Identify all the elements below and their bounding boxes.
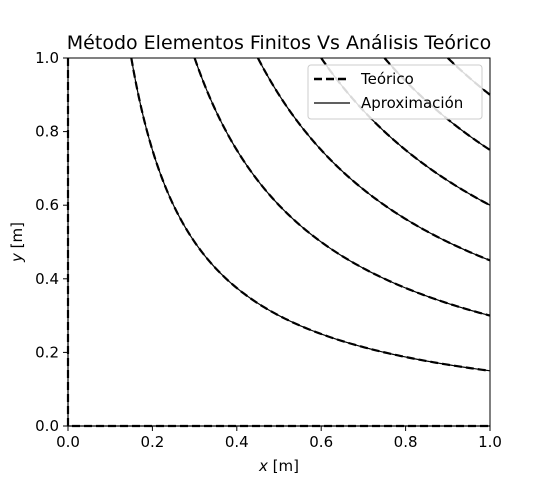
x-tick-label: 0.8 — [394, 433, 418, 451]
plot-frame — [67, 57, 491, 427]
y-tick-label: 1.0 — [35, 49, 59, 67]
legend-box — [307, 64, 483, 120]
x-axis-label: x [m] — [258, 457, 299, 475]
y-tick-label: 0.8 — [35, 123, 59, 141]
theoretical-curve — [256, 57, 491, 262]
x-tick-label: 0.4 — [225, 433, 249, 451]
legend-label-aproximacion: Aproximación — [361, 94, 463, 112]
y-tick-label: 0.6 — [35, 196, 59, 214]
y-axis-label: y [m] — [8, 222, 26, 263]
legend-label-teorico: Teórico — [360, 70, 414, 88]
x-axis-unit: [m] — [268, 457, 299, 475]
legend: Teórico Aproximación — [307, 64, 483, 120]
x-tick-label: 1.0 — [478, 433, 502, 451]
chart-title: Método Elementos Finitos Vs Análisis Teó… — [67, 32, 491, 54]
x-axis-ticks: 0.0 0.2 0.4 0.6 0.8 1.0 — [56, 426, 502, 451]
y-tick-label: 0.0 — [35, 417, 59, 435]
x-tick-label: 0.0 — [56, 433, 80, 451]
y-axis-unit: [m] — [8, 222, 26, 253]
x-tick-label: 0.2 — [140, 433, 164, 451]
y-tick-label: 0.4 — [35, 270, 59, 288]
x-tick-label: 0.6 — [309, 433, 333, 451]
theoretical-curve — [193, 57, 491, 317]
theoretical-curve — [130, 57, 491, 372]
x-axis-variable: x — [258, 457, 268, 475]
theoretical-curve — [320, 57, 491, 207]
y-axis-ticks: 0.0 0.2 0.4 0.6 0.8 1.0 — [35, 49, 68, 435]
y-axis-variable: y — [8, 252, 26, 263]
y-tick-label: 0.2 — [35, 343, 59, 361]
